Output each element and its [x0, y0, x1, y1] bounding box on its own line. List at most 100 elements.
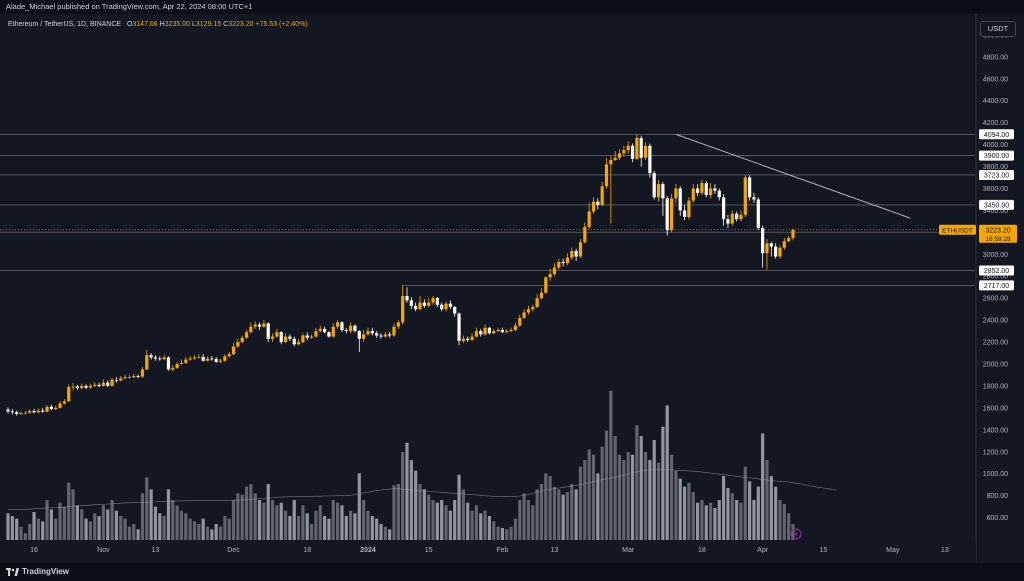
lightning-icon[interactable]	[790, 528, 802, 540]
candle-body	[171, 367, 175, 370]
volume-bar	[708, 502, 713, 540]
time-tick-label: 18	[698, 547, 706, 554]
candle-body	[604, 164, 609, 187]
candle-body	[600, 186, 604, 205]
volume-bar	[422, 489, 426, 540]
volume-bar	[761, 433, 765, 540]
candle-body	[479, 331, 483, 335]
candle-body	[765, 243, 769, 254]
volume-bar	[722, 476, 726, 540]
candle-body	[643, 145, 648, 158]
volume-bar	[15, 518, 19, 540]
publisher-text: Alade_Michael published on TradingView.c…	[6, 2, 253, 11]
time-tick-label: Feb	[496, 547, 508, 554]
volume-bar	[379, 524, 383, 540]
candle-body	[548, 274, 552, 278]
candle-body	[656, 184, 661, 198]
symbol-tag: ETHUSDT	[942, 227, 973, 234]
price-tick-label: 1600.00	[983, 405, 1008, 412]
volume-bar	[32, 512, 36, 540]
candle-body	[201, 356, 205, 361]
candle-body	[440, 304, 444, 310]
candle-body	[422, 302, 426, 306]
volume-bar	[574, 489, 578, 540]
candle-body	[375, 333, 379, 336]
volume-bar	[240, 494, 244, 540]
volume-bar	[401, 452, 405, 540]
candle-body	[127, 377, 132, 378]
volume-bar	[652, 440, 656, 540]
volume-bar	[544, 473, 548, 540]
time-tick-label: Dec	[227, 547, 240, 554]
price-tick-label: 3400.00	[983, 208, 1008, 215]
volume-bar	[500, 528, 505, 540]
tradingview-logo[interactable]: TradingView	[6, 567, 69, 576]
volume-bar	[145, 477, 149, 540]
volume-bar	[383, 526, 387, 540]
volume-bar	[643, 452, 648, 540]
volume-bar	[244, 486, 249, 540]
price-chart[interactable]: 600.00 800.00 1000.00 1200.00 1400.00 1600.00…	[0, 14, 1024, 563]
volume-bar	[210, 529, 214, 540]
candle-body	[565, 257, 570, 264]
candle-body	[331, 326, 335, 337]
candle-body	[344, 329, 348, 332]
level-price-tag-bg	[979, 129, 1014, 140]
candle-body	[36, 410, 40, 413]
volume-bar	[223, 516, 227, 540]
candle-body	[700, 182, 704, 193]
candle-body	[678, 188, 682, 211]
volume-bar	[448, 510, 452, 540]
candle-body	[266, 323, 270, 339]
time-axis[interactable]: 16 Nov 13 Dec 18 2024 15 Feb 13 Mar 18 Apr 15 May 13	[0, 541, 976, 563]
volume-bar	[292, 500, 296, 540]
volume-bar	[522, 493, 526, 540]
volume-bar	[639, 436, 643, 540]
currency-selector[interactable]: USDT	[980, 21, 1016, 37]
volume-bar	[735, 500, 739, 540]
candle-body	[301, 335, 305, 343]
volume-bar	[604, 430, 609, 540]
time-tick-label: 18	[303, 547, 311, 554]
candle-body	[32, 411, 36, 413]
volume-bar	[10, 516, 14, 540]
volume-bar	[457, 474, 461, 540]
volume-bar	[552, 486, 557, 540]
descending-trendline	[675, 133, 911, 219]
candle-body	[557, 261, 561, 268]
time-tick-label: 13	[152, 547, 160, 554]
volume-bar	[656, 462, 661, 540]
candle-body	[366, 331, 370, 335]
candle-body	[513, 325, 518, 330]
price-tags-layer: 4094.003900.003723.003450.003202.002852.…	[790, 129, 1017, 540]
volume-bar	[587, 449, 591, 540]
candle-body	[396, 322, 400, 327]
volume-bar	[279, 502, 283, 540]
candle-body	[119, 378, 123, 381]
time-tick-label: 2024	[360, 547, 376, 554]
volume-bar	[739, 502, 743, 540]
candle-body	[752, 197, 756, 200]
volume-bar	[505, 529, 509, 540]
volume-bar	[136, 529, 140, 540]
candle-body	[71, 386, 75, 388]
tradingview-brand: TradingView	[22, 567, 69, 576]
volume-bar	[262, 502, 266, 540]
volume-bar	[362, 500, 366, 540]
candle-body	[75, 386, 79, 389]
volume-bar	[184, 513, 188, 540]
volume-bar	[149, 489, 153, 540]
volume-bar	[418, 484, 422, 540]
volume-bar	[752, 500, 756, 540]
volume-bar	[509, 526, 513, 540]
volume-bar	[6, 513, 10, 540]
candle-body	[487, 327, 492, 334]
candle-body	[778, 247, 782, 257]
candle-body	[388, 334, 392, 336]
volume-bar	[366, 510, 370, 540]
volume-bar	[296, 516, 301, 540]
volume-bar	[75, 505, 79, 540]
volume-bar	[344, 516, 348, 540]
candle-body	[682, 210, 687, 217]
candle-body	[149, 355, 153, 358]
